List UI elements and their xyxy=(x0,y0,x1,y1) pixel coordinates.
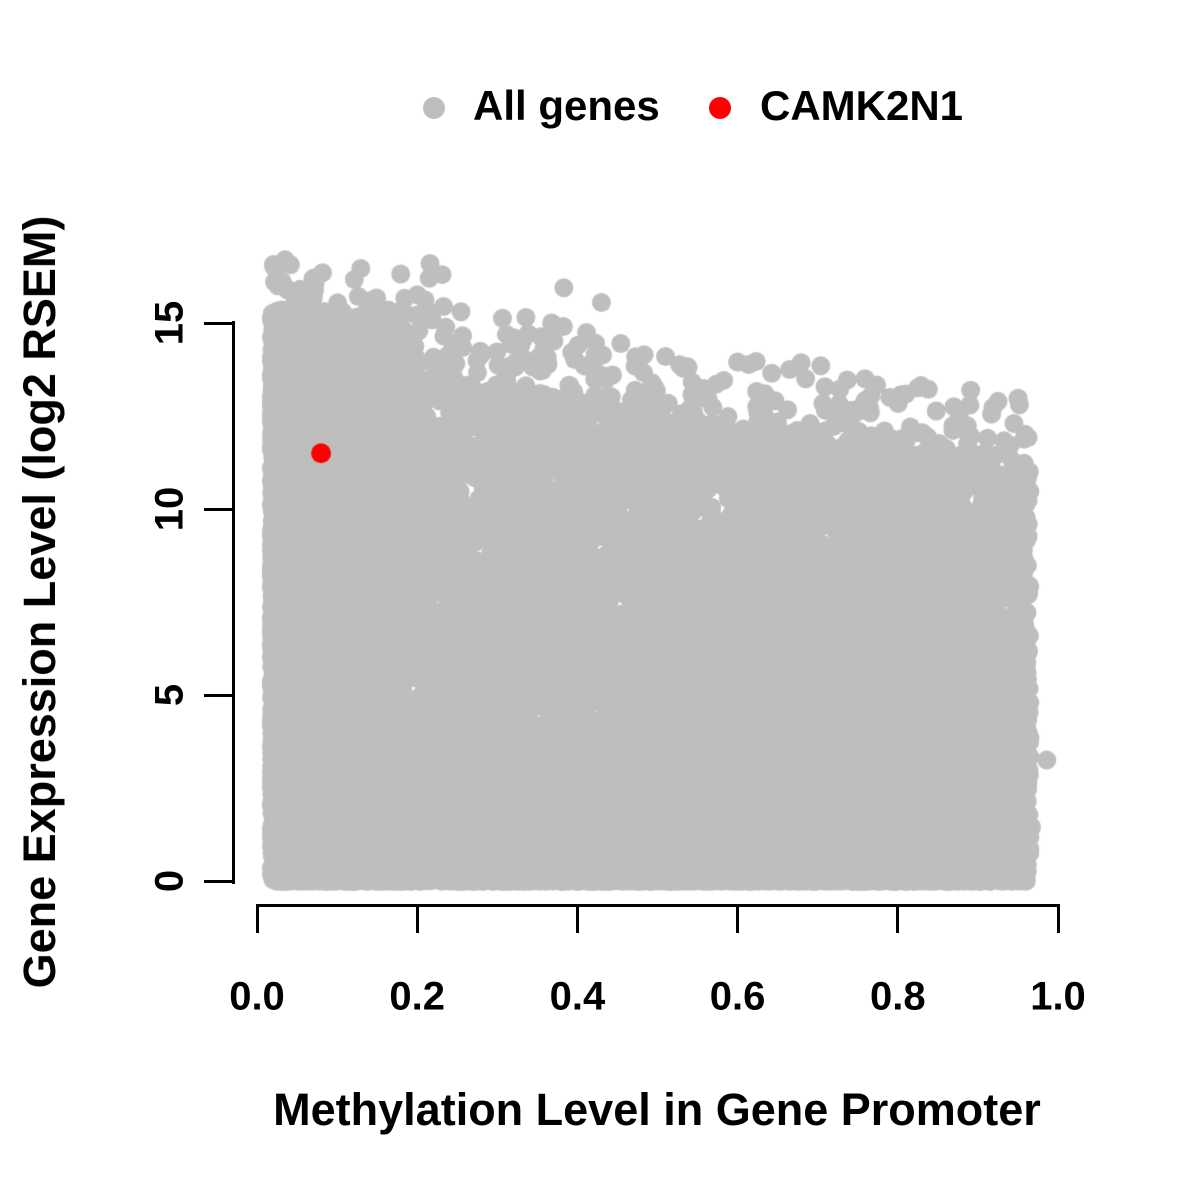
x-axis-tick-0.0 xyxy=(255,905,259,933)
x-tick-label-0.0: 0.0 xyxy=(229,974,285,1019)
y-axis-tick-10 xyxy=(204,507,232,511)
y-axis-title: Gene Expression Level (log2 RSEM) xyxy=(14,215,65,989)
all-genes-legend-dot-icon xyxy=(423,97,445,119)
y-axis-line xyxy=(232,321,235,884)
x-axis-title: Methylation Level in Gene Promoter xyxy=(273,1084,1041,1135)
x-tick-label-0.8: 0.8 xyxy=(869,974,926,1019)
x-axis-tick-1.0 xyxy=(1056,905,1060,933)
x-axis-tick-0.4 xyxy=(575,905,579,933)
legend-label-camk2n1: CAMK2N1 xyxy=(760,82,964,130)
y-axis-tick-15 xyxy=(204,321,232,325)
x-tick-label-0.4: 0.4 xyxy=(549,974,606,1019)
x-tick-label-0.2: 0.2 xyxy=(389,974,445,1019)
y-tick-label-10: 10 xyxy=(147,486,192,532)
y-tick-label-0: 0 xyxy=(147,869,192,893)
x-tick-label-0.6: 0.6 xyxy=(709,974,766,1019)
y-axis-tick-5 xyxy=(204,693,232,697)
y-tick-label-15: 15 xyxy=(147,300,192,346)
x-tick-label-1.0: 1.0 xyxy=(1030,974,1086,1019)
x-axis-line xyxy=(256,903,1060,907)
x-axis-tick-0.2 xyxy=(415,905,419,933)
y-tick-label-5: 5 xyxy=(147,683,192,707)
x-axis-tick-0.8 xyxy=(896,905,900,933)
legend-label-all-genes: All genes xyxy=(473,82,660,130)
x-axis-tick-0.6 xyxy=(736,905,740,933)
y-axis-tick-0 xyxy=(204,879,232,883)
camk2n1-legend-dot-icon xyxy=(709,97,731,119)
